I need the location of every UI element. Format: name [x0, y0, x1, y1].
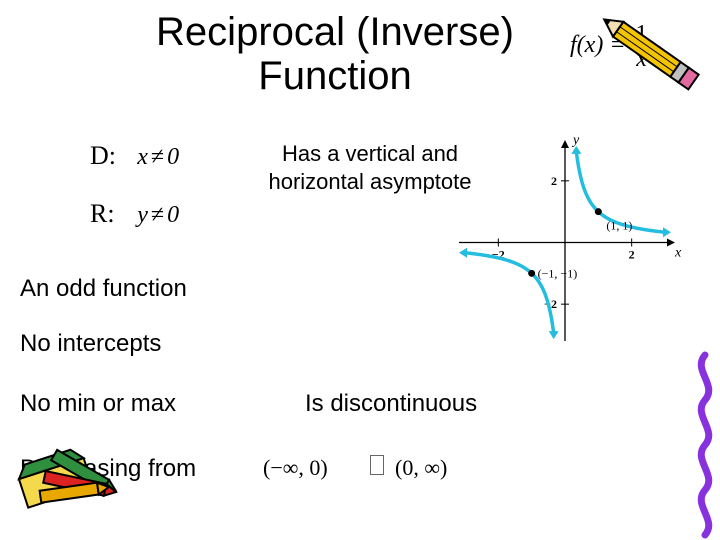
range-label: R: — [90, 199, 130, 229]
squiggle-icon — [690, 350, 720, 540]
interval-right: (0, ∞) — [395, 455, 447, 481]
discontinuous-text: Is discontinuous — [305, 390, 477, 418]
formula-func: f — [570, 32, 577, 58]
range-val: 0 — [167, 202, 179, 228]
interval-left: (−∞, 0) — [263, 455, 328, 481]
crayons-icon — [0, 395, 140, 535]
range-rel: ≠ — [148, 202, 167, 228]
svg-text:(−1, −1): (−1, −1) — [538, 266, 578, 280]
page-title: Reciprocal (Inverse) Function — [100, 10, 570, 98]
domain-row: D: x≠0 — [90, 140, 179, 171]
svg-text:y: y — [571, 133, 580, 148]
svg-text:2: 2 — [629, 248, 635, 262]
range-expr: y≠0 — [137, 202, 179, 228]
domain-expr: x≠0 — [137, 144, 179, 170]
reciprocal-graph: −22−22xy(1, 1)(−1, −1) — [445, 130, 685, 355]
domain-var: x — [137, 144, 148, 170]
domain-rel: ≠ — [148, 144, 167, 170]
odd-function-text: An odd function — [20, 275, 187, 303]
range-row: R: y≠0 — [90, 198, 179, 229]
no-intercepts-text: No intercepts — [20, 330, 161, 358]
formula-arg: x — [585, 32, 596, 58]
svg-text:2: 2 — [551, 174, 557, 188]
pencil-icon — [595, 0, 715, 120]
union-symbol-box — [370, 455, 384, 475]
range-var: y — [137, 202, 148, 228]
domain-label: D: — [90, 141, 130, 171]
domain-val: 0 — [167, 144, 179, 170]
svg-text:(1, 1): (1, 1) — [606, 219, 632, 233]
svg-text:x: x — [674, 246, 682, 261]
